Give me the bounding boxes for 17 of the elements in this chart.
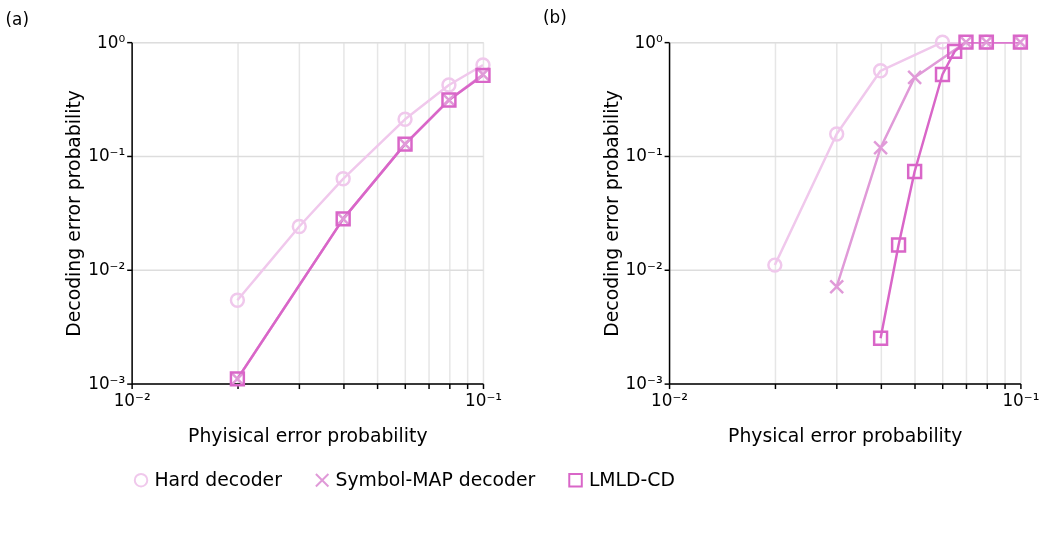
- x-axis-title: Physical error probability: [728, 424, 963, 446]
- y-tick-label: 10⁻²: [88, 259, 126, 280]
- y-tick-label: 10⁻¹: [625, 145, 663, 166]
- chart-title: (a): [5, 9, 29, 30]
- y-axis-title: Decoding error probability: [600, 90, 622, 337]
- x-tick-label: 10⁻¹: [464, 389, 502, 410]
- chart-title: (b): [542, 6, 567, 27]
- y-tick-label: 10⁰: [634, 31, 663, 52]
- y-tick-label: 10⁰: [97, 31, 126, 52]
- x-tick-label: 10⁻¹: [1002, 389, 1040, 410]
- legend-label: Symbol-MAP decoder: [335, 469, 536, 491]
- x-axis-title: Phyisical error probability: [188, 424, 428, 446]
- legend-label: LMLD-CD: [588, 469, 675, 491]
- y-tick-label: 10⁻¹: [88, 145, 126, 166]
- y-tick-label: 10⁻²: [625, 259, 663, 280]
- legend-label: Hard decoder: [154, 469, 283, 491]
- y-axis-title: Decoding error probability: [63, 90, 85, 337]
